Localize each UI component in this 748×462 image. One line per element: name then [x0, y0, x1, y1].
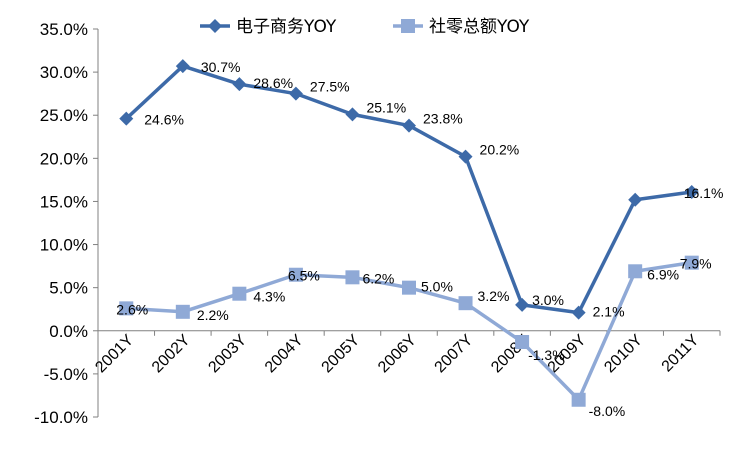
data-label: 2.2%	[197, 307, 229, 323]
y-tick-label: 10.0%	[40, 236, 88, 255]
series-2	[119, 255, 699, 407]
data-point	[628, 192, 643, 207]
data-point	[515, 334, 530, 349]
x-tick-label: 2003Y	[205, 331, 250, 376]
data-point	[232, 77, 247, 92]
data-point	[119, 301, 134, 316]
x-tick-label: 2004Y	[262, 331, 307, 376]
legend-item-1: 电子商务YOY	[200, 17, 337, 37]
x-tick-label: 2007Y	[432, 331, 477, 376]
data-point	[232, 286, 247, 301]
data-label: 2.6%	[116, 301, 148, 317]
x-tick-label: 2011Y	[659, 331, 703, 375]
data-point	[684, 255, 699, 270]
data-label: 6.9%	[647, 266, 679, 282]
data-point	[288, 267, 303, 282]
y-tick-label: 35.0%	[40, 20, 88, 39]
legend-label: 电子商务YOY	[236, 17, 337, 37]
x-tick-label: 2010Y	[601, 331, 646, 376]
data-point	[345, 107, 360, 122]
data-point	[119, 111, 134, 126]
y-tick-label: 0.0%	[49, 322, 88, 341]
data-point	[345, 270, 360, 285]
data-point	[571, 392, 586, 407]
legend-label: 社零总额YOY	[429, 17, 530, 37]
y-tick-label: 5.0%	[49, 279, 88, 298]
axes: -10.0% -5.0% 0.0% 5.0% 10.0% 15.0% 20.0% 25.0% 3…	[34, 20, 721, 427]
legend-item-2: 社零总额YOY	[393, 17, 530, 37]
x-tick-label: 2001Y	[92, 331, 137, 376]
data-label: 3.2%	[478, 288, 510, 304]
data-label: 20.2%	[480, 142, 520, 158]
data-label: 24.6%	[144, 112, 184, 128]
y-tick-label: 30.0%	[40, 63, 88, 82]
legend: 电子商务YOY 社零总额YOY	[200, 17, 530, 37]
data-label: 16.1%	[684, 185, 724, 201]
data-label: 23.8%	[423, 111, 463, 127]
series-layer	[119, 59, 699, 407]
data-point	[402, 118, 416, 133]
data-point	[175, 304, 190, 319]
x-tick-label: 2005Y	[319, 331, 364, 376]
y-tick-label: 20.0%	[40, 149, 88, 168]
y-tick-label: -10.0%	[34, 408, 88, 427]
x-tick-label: 2006Y	[375, 331, 420, 376]
data-label: 2.1%	[593, 304, 625, 320]
legend-marker	[401, 19, 415, 33]
y-tick-label: 15.0%	[40, 192, 88, 211]
data-point	[458, 296, 473, 311]
data-point	[515, 297, 530, 312]
data-point	[402, 280, 416, 295]
data-point	[684, 184, 699, 199]
series-line	[125, 64, 692, 315]
data-point	[571, 305, 586, 320]
data-label: 5.0%	[421, 279, 453, 295]
data-point	[458, 149, 473, 164]
y-tick-label: 25.0%	[40, 106, 88, 125]
data-label: 6.2%	[362, 270, 394, 286]
x-tick-label: 2002Y	[149, 331, 194, 376]
data-label: 3.0%	[532, 292, 564, 308]
data-label: -1.3%	[528, 347, 565, 363]
data-label: 7.9%	[680, 256, 712, 272]
data-point	[288, 86, 303, 101]
data-label: 28.6%	[253, 75, 293, 91]
legend-marker	[208, 19, 222, 33]
data-label: 6.5%	[288, 268, 320, 284]
data-label: 30.7%	[201, 59, 241, 75]
series-1	[119, 59, 699, 320]
data-label: 27.5%	[310, 79, 350, 95]
data-labels: 24.6% 30.7% 28.6% 27.5% 25.1% 23.8% 20.2% 3.0% 2…	[116, 59, 723, 419]
data-point	[175, 59, 190, 74]
data-label: 25.1%	[366, 99, 406, 115]
y-tick-label: -5.0%	[44, 365, 88, 384]
data-point	[628, 264, 643, 279]
data-label: 4.3%	[253, 289, 285, 305]
data-label: -8.0%	[589, 403, 626, 419]
